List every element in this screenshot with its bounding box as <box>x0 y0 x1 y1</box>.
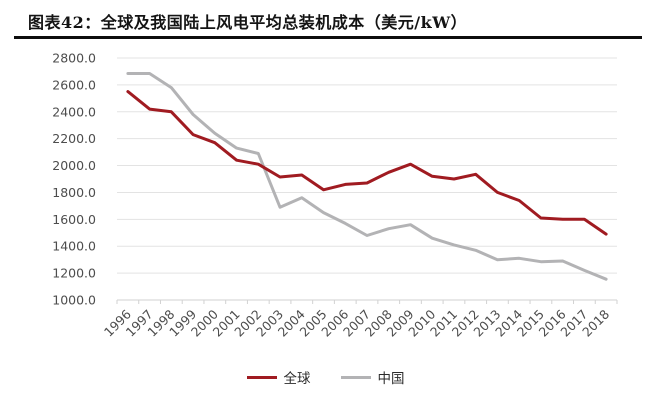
y-tick-label-1600: 1600.0 <box>52 212 96 227</box>
y-tick-label-1000: 1000.0 <box>52 293 96 308</box>
series-line-china <box>126 72 608 281</box>
series-line-global <box>126 90 608 236</box>
y-tick-label-1200: 1200.0 <box>52 266 96 281</box>
y-tick-label-1800: 1800.0 <box>52 185 96 200</box>
y-tick-label-2400: 2400.0 <box>52 104 96 119</box>
y-tick-label-2800: 2800.0 <box>52 51 96 66</box>
chart-legend: 全球 中国 <box>0 367 651 387</box>
y-tick-label-1400: 1400.0 <box>52 239 96 254</box>
legend-line-swatch-global <box>246 375 277 379</box>
legend-item-global: 全球 <box>246 367 311 387</box>
y-tick-label-2200: 2200.0 <box>52 131 96 146</box>
figure-title: 图表42：全球及我国陆上风电平均总装机成本（美元/kW） <box>28 13 468 32</box>
legend-line-swatch-china <box>340 375 371 379</box>
legend-label-global: 全球 <box>283 371 311 387</box>
legend-label-china: 中国 <box>377 371 405 387</box>
y-tick-label-2000: 2000.0 <box>52 158 96 173</box>
title-rule <box>14 36 642 39</box>
y-tick-label-2600: 2600.0 <box>52 77 96 92</box>
legend-item-china: 中国 <box>340 367 405 387</box>
